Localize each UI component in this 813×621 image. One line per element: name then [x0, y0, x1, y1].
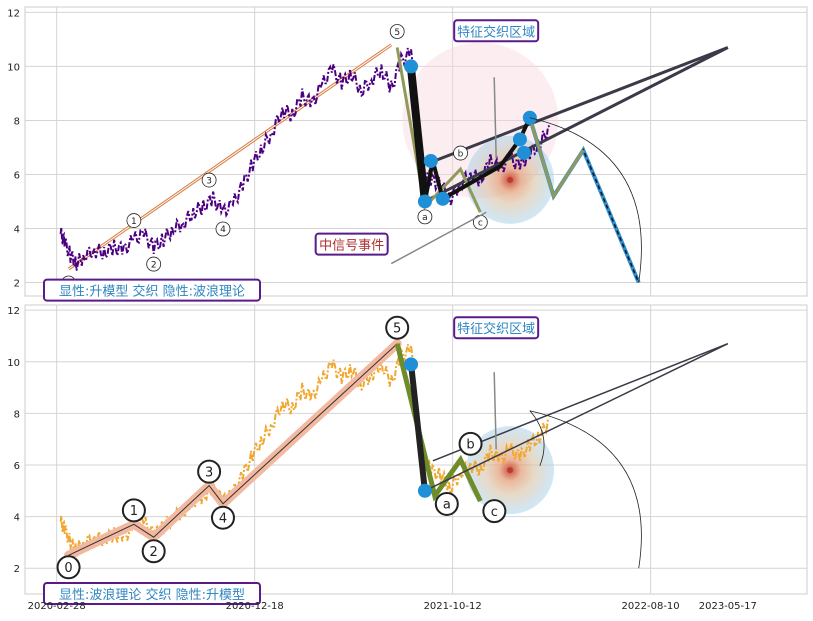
wave-label-top-5-circle [389, 24, 405, 39]
wave-label-top-3: 3 [206, 176, 212, 186]
wave-label-bottom-c-circle [482, 499, 507, 524]
pivot-marker [417, 483, 432, 498]
fan-line-lower [424, 46, 729, 203]
wave-label-bottom-1: 1 [130, 504, 138, 519]
y-tick-label: 2 [14, 564, 20, 575]
wave-label-bottom-4: 4 [219, 511, 227, 526]
fan-line-lower [424, 343, 729, 492]
caption-top-box [43, 278, 261, 302]
wave-label-top-b: b [458, 149, 464, 159]
wave-label-bottom-a-circle [434, 491, 459, 516]
y-tick-label: 6 [14, 461, 20, 472]
hotspot-center [507, 176, 514, 183]
x-tick-label: 2020-12-18 [226, 601, 284, 612]
wave-label-top-c: c [478, 219, 483, 229]
caption-top: 显性:升模型 交织 隐性:波浪理论 [59, 284, 245, 300]
wave-label-bottom-0-circle [56, 555, 81, 580]
y-tick-label: 10 [7, 62, 20, 73]
pivot-marker [404, 59, 419, 74]
price-series-top [59, 47, 551, 271]
wave-label-top-2-circle [146, 256, 162, 272]
caption-bottom: 显性:波浪理论 交织 隐性:升模型 [59, 587, 245, 603]
x-tick-label: 2022-08-10 [622, 601, 680, 612]
y-tick-label: 4 [14, 513, 20, 524]
projection-arc-short [529, 410, 545, 466]
y-tick-label: 12 [7, 8, 20, 19]
wave-label-bottom-2-circle [141, 539, 166, 564]
wave-impulse-line [68, 343, 398, 556]
wave-label-bottom-c: c [491, 505, 498, 520]
callout-title-top: 特征交织区域 [457, 24, 535, 40]
x-tick-label: 2021-10-12 [424, 601, 482, 612]
price-series-bottom [59, 344, 551, 557]
y-tick-label: 8 [14, 116, 20, 127]
y-tick-label: 12 [7, 306, 20, 317]
pivot-marker [512, 132, 527, 147]
down-leg-black [407, 68, 429, 202]
wave-label-top-a: a [422, 213, 428, 223]
callout-title-top-box [453, 19, 540, 43]
y-tick-label: 8 [14, 409, 20, 420]
wave-label-bottom-1-circle [121, 498, 146, 523]
wave-label-bottom-3: 3 [205, 465, 213, 480]
wave-label-bottom-a: a [443, 498, 451, 513]
wave-label-top-5: 5 [394, 28, 400, 38]
wave-label-bottom-b: b [466, 438, 474, 453]
callout-title-bottom: 特征交织区域 [457, 321, 535, 337]
pivot-marker [435, 191, 450, 206]
callout-title-bottom-box [453, 316, 540, 340]
pivot-marker [417, 194, 432, 209]
wave-label-top-4: 4 [220, 225, 226, 235]
wave-label-top-1: 1 [131, 217, 137, 227]
pivot-marker [423, 153, 438, 168]
y-tick-label: 10 [7, 358, 20, 369]
x-tick-label: 2020-02-28 [28, 601, 86, 612]
fan-line-upper [432, 46, 729, 163]
wave-label-bottom-b-circle [458, 431, 483, 456]
wave-label-bottom-3-circle [197, 459, 222, 484]
event-arrow [390, 211, 487, 265]
title-arrow [493, 77, 497, 159]
y-tick-label: 4 [14, 224, 20, 235]
callout-event-top-box [314, 232, 389, 256]
wave-label-bottom-0: 0 [64, 561, 72, 576]
title-arrow [493, 372, 497, 450]
wave-abc-top [395, 47, 482, 213]
wave-label-top-a-circle [417, 209, 433, 225]
wave-label-bottom-4-circle [210, 505, 235, 530]
projection-head [528, 117, 585, 200]
y-tick-label: 2 [14, 278, 20, 289]
panel-top: 24681012012345abc中信号事件特征交织区域显性:升模型 交织 隐性… [7, 6, 808, 302]
wave-label-top-3-circle [201, 172, 217, 188]
hotspot-center [507, 467, 514, 474]
down-leg-black [408, 363, 428, 492]
pivot-marker [516, 145, 531, 160]
wave-label-bottom-5: 5 [393, 321, 401, 336]
wave-label-top-2: 2 [151, 260, 157, 270]
y-tick-label: 6 [14, 170, 20, 181]
caption-bottom-box [43, 582, 261, 605]
wave-label-top-b-circle [453, 145, 468, 161]
x-tick-label: 2023-05-17 [699, 601, 757, 612]
wave-label-top-4-circle [215, 221, 231, 237]
wave-label-bottom-5-circle [385, 315, 410, 340]
callout-event-top: 中信号事件 [319, 239, 384, 254]
projection-arc [529, 117, 642, 283]
wave-label-top-1-circle [126, 213, 142, 228]
wave-label-bottom-2: 2 [150, 545, 158, 560]
projection-arc [529, 410, 642, 569]
pivot-marker [404, 357, 419, 372]
